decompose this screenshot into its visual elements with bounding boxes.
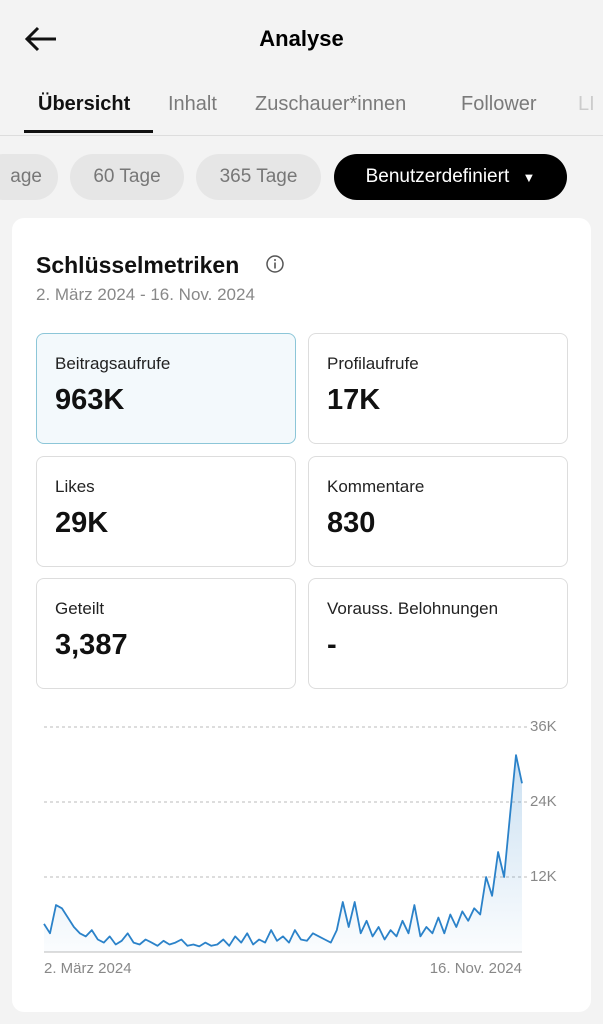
metric-value: 963K (55, 384, 125, 416)
date-range: 2. März 2024 - 16. Nov. 2024 (36, 285, 255, 304)
dropdown-icon: ▼ (522, 170, 536, 185)
x-tick-label: 2. März 2024 (44, 960, 132, 977)
area (44, 755, 522, 952)
metric-value: 17K (327, 384, 381, 416)
metric-label: Kommentare (327, 477, 425, 496)
chip-label: Benutzerdefiniert (365, 166, 510, 187)
tab[interactable]: Inhalt (168, 93, 217, 115)
metric-label: Profilaufrufe (327, 354, 419, 373)
tab[interactable]: Follower (461, 93, 537, 115)
metric-card[interactable]: Profilaufrufe 17K (308, 333, 568, 444)
metric-card[interactable]: Beitragsaufrufe 963K (36, 333, 296, 444)
chart: 12K 24K 36K 2. März 2024 16. Nov. 2024 (43, 718, 557, 977)
chip[interactable]: age (0, 154, 58, 200)
tab-underline (24, 130, 153, 133)
metric-value: 830 (327, 507, 376, 539)
chip[interactable]: 60 Tage (70, 154, 184, 200)
y-tick-label: 24K (530, 793, 557, 810)
metric-label: Vorauss. Belohnungen (327, 599, 499, 618)
metric-card[interactable]: Kommentare 830 (308, 456, 568, 567)
line (43, 754, 523, 948)
metric-card[interactable]: Vorauss. Belohnungen - (308, 578, 568, 689)
metric-label: Likes (55, 477, 95, 496)
y-tick-label: 12K (530, 868, 557, 885)
metric-value: 3,387 (55, 629, 128, 661)
chip-label: age (10, 166, 42, 187)
chip[interactable]: 365 Tage (196, 154, 321, 200)
header-title: Analyse (259, 26, 344, 51)
metric-value: - (327, 629, 337, 661)
y-tick-label: 36K (530, 718, 557, 735)
tab[interactable]: Übersicht (38, 93, 131, 115)
metric-card[interactable]: Geteilt 3,387 (36, 578, 296, 689)
tab[interactable]: Zuschauer*innen (255, 93, 407, 115)
card-title: Schlüsselmetriken (36, 252, 240, 278)
chip-selected[interactable]: Benutzerdefiniert ▼ (334, 154, 567, 200)
info-icon[interactable] (265, 254, 285, 274)
metric-label: Beitragsaufrufe (55, 354, 171, 373)
metric-value: 29K (55, 507, 109, 539)
metric-label: Geteilt (55, 599, 105, 618)
divider (0, 135, 603, 136)
x-tick-label: 16. Nov. 2024 (430, 960, 522, 977)
metric-card[interactable]: Likes 29K (36, 456, 296, 567)
tab[interactable]: LI (578, 93, 595, 115)
back-button[interactable] (24, 26, 58, 52)
